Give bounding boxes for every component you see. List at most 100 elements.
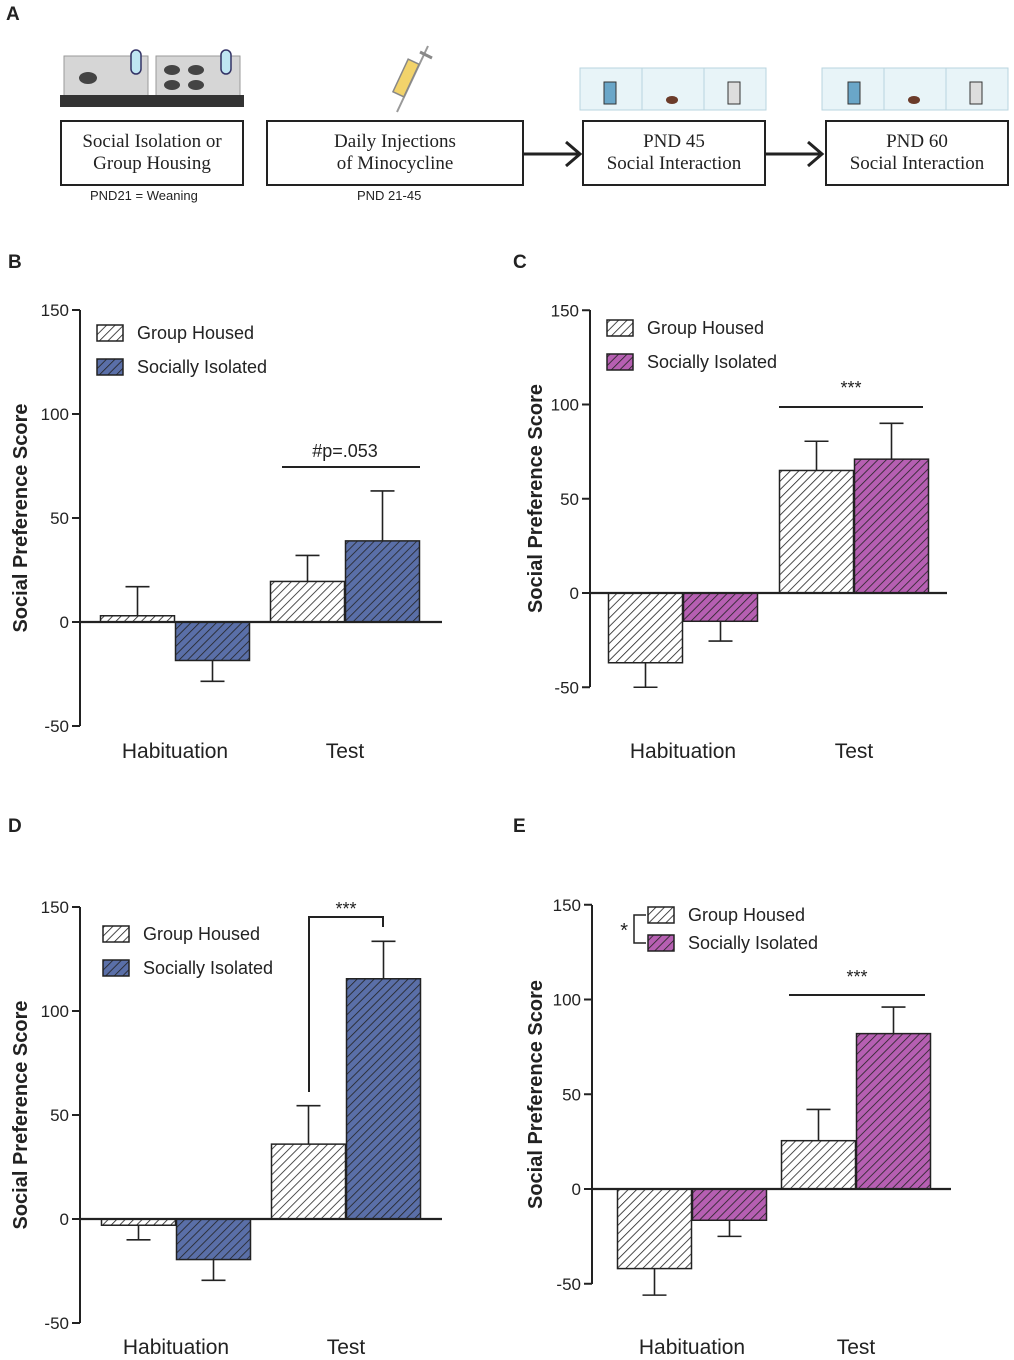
x-category-label: Test bbox=[837, 1336, 876, 1355]
syringe-icon bbox=[391, 45, 433, 113]
timeline-step-injections: Daily Injections of Minocycline bbox=[266, 120, 524, 186]
bar-socially-isolated-habituation bbox=[175, 1218, 252, 1261]
y-tick-label: 0 bbox=[570, 584, 579, 603]
bar-group-housed-test bbox=[270, 1143, 347, 1220]
x-category-label: Habituation bbox=[630, 740, 736, 763]
y-tick-label: 150 bbox=[41, 898, 69, 917]
x-category-label: Test bbox=[327, 1336, 366, 1355]
injection-period-note: PND 21-45 bbox=[357, 188, 422, 203]
bar-socially-isolated-habituation bbox=[682, 592, 759, 623]
group-cage-icon bbox=[152, 49, 244, 107]
significance-bracket bbox=[308, 916, 384, 1092]
step-line: PND 45 bbox=[643, 131, 705, 152]
bar-group-housed-habituation bbox=[616, 1188, 693, 1270]
x-category-label: Test bbox=[326, 740, 365, 763]
y-axis-title: Social Preference Score bbox=[525, 980, 547, 1209]
legend-swatch bbox=[606, 319, 634, 337]
y-axis-title: Social Preference Score bbox=[10, 403, 32, 632]
legend-swatch bbox=[102, 925, 130, 943]
legend-label: Group Housed bbox=[688, 905, 805, 925]
timeline-step-pnd45: PND 45 Social Interaction bbox=[582, 120, 766, 186]
legend-swatch bbox=[647, 934, 675, 952]
step-line: Group Housing bbox=[93, 153, 211, 174]
step-line: Daily Injections bbox=[334, 131, 456, 152]
single-cage-icon bbox=[60, 49, 152, 107]
bar-group-housed-test bbox=[778, 469, 855, 594]
panel-letter-a: A bbox=[6, 4, 20, 25]
significance-label: #p=.053 bbox=[312, 441, 378, 461]
three-chamber-arena-icon-2 bbox=[821, 67, 1009, 111]
y-tick-label: -50 bbox=[44, 717, 69, 736]
y-axis-title: Social Preference Score bbox=[525, 384, 547, 613]
bar-group-housed-test bbox=[269, 580, 346, 623]
chart-panel-b: 150 100 50 0 -50 Social Preference Score Habit… bbox=[10, 301, 442, 763]
y-tick-label: 150 bbox=[41, 301, 69, 320]
timeline-step-pnd60: PND 60 Social Interaction bbox=[825, 120, 1009, 186]
step-line: Social Interaction bbox=[606, 153, 742, 174]
x-category-label: Habituation bbox=[123, 1336, 229, 1355]
legend-swatch bbox=[96, 358, 124, 376]
y-tick-label: 50 bbox=[560, 490, 579, 509]
timeline-illustration bbox=[60, 45, 1009, 168]
chart-panel-e: 150 100 50 0 -50 Social Preference Score Habit… bbox=[525, 896, 951, 1355]
y-tick-label: 100 bbox=[41, 1002, 69, 1021]
y-tick-label: -50 bbox=[554, 678, 579, 697]
legend-label: Socially Isolated bbox=[688, 933, 818, 953]
significance-label: *** bbox=[840, 378, 861, 398]
x-category-label: Test bbox=[835, 740, 874, 763]
legend-label: Group Housed bbox=[143, 924, 260, 944]
panel-letter-e: E bbox=[513, 816, 526, 837]
legend-label: Socially Isolated bbox=[137, 357, 267, 377]
legend-label: Group Housed bbox=[647, 318, 764, 338]
bar-group-housed-habituation bbox=[607, 592, 684, 664]
y-tick-label: 100 bbox=[551, 396, 579, 415]
legend-label: Socially Isolated bbox=[143, 958, 273, 978]
y-tick-label: 0 bbox=[60, 613, 69, 632]
bar-socially-isolated-test bbox=[344, 540, 421, 623]
step-line: Social Isolation or bbox=[82, 131, 222, 152]
legend-significance-bracket bbox=[633, 914, 646, 944]
timeline-step-housing: Social Isolation or Group Housing bbox=[60, 120, 244, 186]
y-tick-label: 50 bbox=[50, 1106, 69, 1125]
step-line: Social Interaction bbox=[849, 153, 985, 174]
step-line: PND 60 bbox=[886, 131, 948, 152]
y-tick-label: -50 bbox=[44, 1314, 69, 1333]
legend-label: Socially Isolated bbox=[647, 352, 777, 372]
y-tick-label: 100 bbox=[41, 405, 69, 424]
panel-letter-d: D bbox=[8, 816, 22, 837]
chart-panel-c: 150 100 50 0 -50 Social Preference Score Habit… bbox=[525, 301, 947, 763]
bar-socially-isolated-test bbox=[855, 1032, 932, 1190]
legend-swatch bbox=[647, 906, 675, 924]
x-category-label: Habituation bbox=[639, 1336, 745, 1355]
bar-socially-isolated-habituation bbox=[174, 621, 251, 662]
bar-socially-isolated-habituation bbox=[691, 1188, 768, 1222]
x-category-label: Habituation bbox=[122, 740, 228, 763]
bar-socially-isolated-test bbox=[853, 458, 930, 594]
legend-swatch bbox=[606, 353, 634, 371]
legend-swatch bbox=[96, 324, 124, 342]
y-tick-label: 150 bbox=[553, 896, 581, 915]
weaning-note: PND21 = Weaning bbox=[90, 188, 198, 203]
significance-label: *** bbox=[335, 899, 356, 919]
bar-socially-isolated-test bbox=[345, 978, 422, 1220]
timeline-arrow-1 bbox=[524, 140, 583, 168]
chart-panel-d: 150 100 50 0 -50 Social Preference Score Habit… bbox=[10, 898, 442, 1355]
three-chamber-arena-icon-1 bbox=[579, 67, 767, 111]
step-line: of Minocycline bbox=[336, 153, 454, 174]
y-tick-label: 0 bbox=[60, 1210, 69, 1229]
legend-significance-star: * bbox=[620, 920, 628, 942]
y-tick-label: 100 bbox=[553, 991, 581, 1010]
y-tick-label: 50 bbox=[562, 1085, 581, 1104]
y-axis-title: Social Preference Score bbox=[10, 1000, 32, 1229]
panel-letter-b: B bbox=[8, 252, 22, 273]
significance-label: *** bbox=[846, 967, 867, 987]
y-tick-label: 150 bbox=[551, 301, 579, 320]
legend-label: Group Housed bbox=[137, 323, 254, 343]
bar-group-housed-test bbox=[780, 1139, 857, 1190]
y-tick-label: 50 bbox=[50, 509, 69, 528]
y-tick-label: 0 bbox=[572, 1180, 581, 1199]
legend-swatch bbox=[102, 959, 130, 977]
y-tick-label: -50 bbox=[556, 1275, 581, 1294]
panel-letter-c: C bbox=[513, 252, 527, 273]
